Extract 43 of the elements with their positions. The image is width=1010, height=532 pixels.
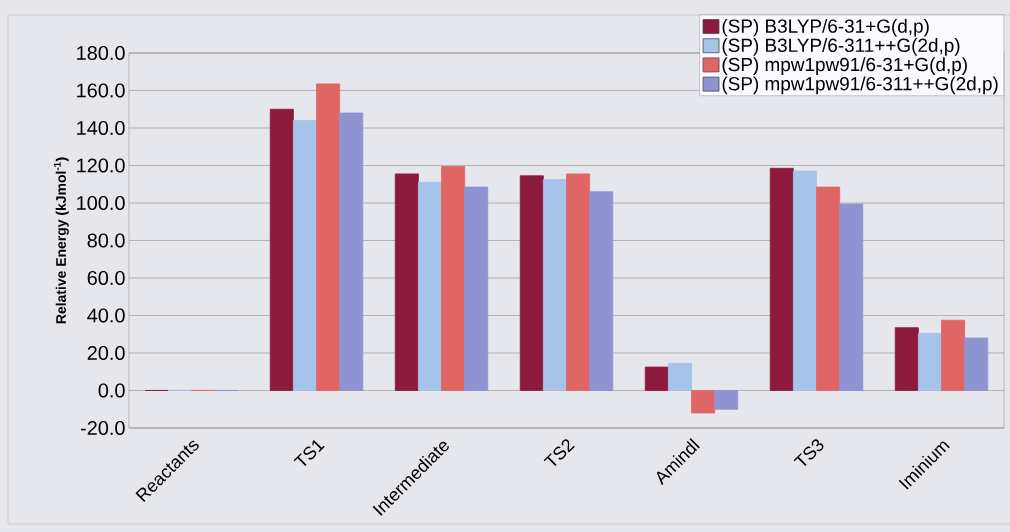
bar	[667, 362, 692, 391]
y-tick-label: 140.0	[77, 120, 125, 136]
bar	[917, 332, 942, 391]
bar	[816, 186, 841, 391]
bar	[417, 181, 442, 391]
y-tick-label: 20.0	[87, 345, 125, 361]
bar	[316, 83, 341, 391]
y-tick-label: 40.0	[87, 308, 125, 323]
y-tick-label: 100.0	[77, 195, 125, 211]
y-tick-label: 80.0	[87, 233, 125, 248]
legend-label: (SP) mpw1pw91/6-311++G(2d,p)	[722, 76, 998, 95]
bar	[589, 191, 614, 391]
x-tick-label: TS3	[793, 439, 824, 467]
y-tick-label: -20.0	[80, 420, 125, 436]
bar	[542, 179, 567, 391]
y-tick-label: 120.0	[77, 158, 125, 173]
bar	[394, 173, 419, 391]
x-tick-label: TS2	[543, 439, 575, 467]
bar	[714, 390, 739, 410]
y-tick-label: 0.0	[98, 383, 125, 398]
bar	[519, 175, 544, 391]
legend-label: (SP) B3LYP/6-31+G(d,p)	[722, 18, 929, 37]
bar	[464, 186, 489, 391]
bar	[269, 108, 294, 391]
bar	[339, 112, 364, 391]
bar	[292, 120, 317, 391]
bar	[566, 173, 591, 391]
bar	[792, 170, 817, 391]
bar	[441, 166, 466, 391]
x-tick-label: TS1	[293, 440, 325, 467]
bar	[839, 203, 864, 391]
bar	[894, 327, 919, 391]
y-tick-label: 60.0	[87, 270, 125, 286]
legend-label: (SP) mpw1pw91/6-31+G(d,p)	[722, 57, 967, 75]
bar	[769, 167, 794, 391]
bar	[941, 319, 966, 391]
bar	[644, 366, 669, 391]
legend-label: (SP) B3LYP/6-311++G(2d,p)	[722, 38, 960, 56]
y-axis-title: Relative Energy (kJmol$^{-1}$)	[53, 157, 69, 324]
y-tick-label: 160.0	[77, 83, 125, 98]
bar	[691, 390, 716, 414]
y-tick-label: 180.0	[77, 45, 125, 61]
bar	[964, 337, 989, 391]
